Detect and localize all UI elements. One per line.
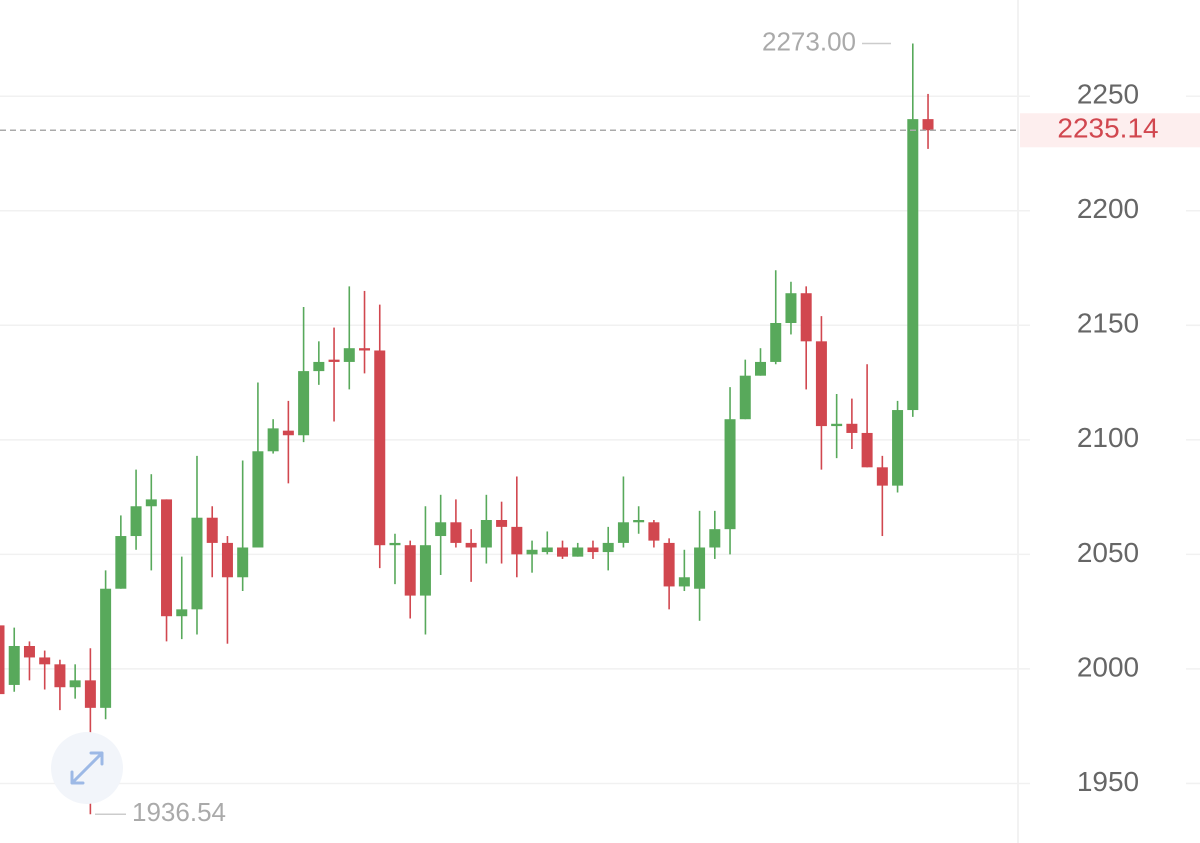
candle-body xyxy=(709,529,721,548)
candle-body xyxy=(724,419,736,530)
candle-body xyxy=(8,645,20,685)
candle-body xyxy=(465,542,477,548)
candle-body xyxy=(130,506,142,537)
candle-body xyxy=(282,430,294,436)
candle-body xyxy=(435,522,447,537)
candle-body xyxy=(602,542,614,553)
candle-body xyxy=(419,545,431,596)
candle-body xyxy=(678,577,690,587)
candle-body xyxy=(69,680,81,688)
candle-body xyxy=(648,522,660,541)
candle-body xyxy=(343,348,355,362)
candle-body xyxy=(755,361,766,376)
candle-body xyxy=(770,322,782,362)
candle-body xyxy=(267,428,279,452)
candle-body xyxy=(389,542,401,546)
candle-body xyxy=(633,520,645,523)
candle-body xyxy=(100,588,112,708)
low-label: 1936.54 xyxy=(132,797,226,827)
candle-body xyxy=(252,451,264,548)
candle-body xyxy=(892,410,904,486)
candle-body xyxy=(739,375,751,420)
candle-body xyxy=(161,499,173,617)
candle-body xyxy=(572,547,584,557)
candle-body xyxy=(907,119,919,411)
candle-body xyxy=(206,517,218,543)
y-tick-label: 2200 xyxy=(1077,193,1139,224)
candle-body xyxy=(511,526,523,555)
candle-body xyxy=(23,645,35,658)
expand-icon[interactable] xyxy=(70,751,104,785)
candle-body xyxy=(922,119,934,131)
candle-body xyxy=(861,432,873,468)
candle-body xyxy=(480,520,492,548)
y-tick-label: 2050 xyxy=(1077,537,1139,568)
candle-body xyxy=(191,517,203,610)
candle-body xyxy=(115,536,127,589)
y-tick-label: 2100 xyxy=(1077,422,1139,453)
candle-body xyxy=(298,371,310,436)
expand-button[interactable] xyxy=(51,732,123,804)
y-tick-label: 2150 xyxy=(1077,308,1139,339)
candle-body xyxy=(587,547,599,553)
last-price-label: 2235.14 xyxy=(1057,113,1158,144)
y-tick-label: 2000 xyxy=(1077,651,1139,682)
candle-body xyxy=(526,549,538,555)
candle-body xyxy=(237,547,249,578)
candle-body xyxy=(541,547,553,553)
candle-body xyxy=(176,609,188,617)
candle-body xyxy=(450,522,462,543)
candle-body xyxy=(496,520,508,527)
candle-body xyxy=(359,348,371,351)
candle-body xyxy=(785,293,797,323)
candle-body xyxy=(815,341,827,427)
candle-body xyxy=(617,522,629,543)
candle-body xyxy=(846,423,858,433)
candle-body xyxy=(84,680,96,708)
candle-body xyxy=(831,423,843,427)
high-label: 2273.00 xyxy=(762,26,856,56)
candle-body xyxy=(313,361,325,372)
candle-body xyxy=(694,547,706,589)
candle-body xyxy=(54,664,66,688)
candle-body xyxy=(39,657,51,665)
candle-body xyxy=(800,293,812,342)
candle-body xyxy=(557,547,569,557)
y-tick-label: 2250 xyxy=(1077,79,1139,110)
candle-body xyxy=(663,542,675,587)
candle-body xyxy=(0,625,5,695)
candle-body xyxy=(328,359,340,362)
candle-body xyxy=(145,499,157,507)
candle-body xyxy=(374,350,386,546)
y-tick-label: 1950 xyxy=(1077,766,1139,797)
last-price-bg xyxy=(1020,113,1200,148)
candle-body xyxy=(876,467,888,486)
candle-body xyxy=(221,542,233,578)
candle-body xyxy=(404,545,416,596)
